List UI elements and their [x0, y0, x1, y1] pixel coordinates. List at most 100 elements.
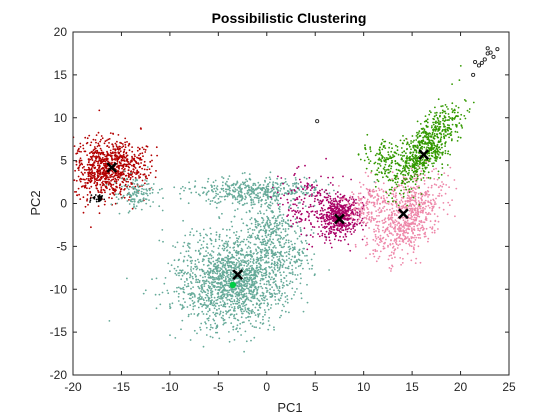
- data-point: [245, 279, 248, 281]
- data-point: [275, 226, 278, 229]
- data-point: [138, 175, 140, 177]
- data-point: [281, 238, 284, 240]
- data-point: [376, 203, 379, 205]
- data-point: [247, 262, 250, 265]
- data-point: [408, 195, 410, 198]
- data-point: [403, 203, 406, 206]
- data-point: [184, 271, 186, 274]
- data-point: [255, 267, 258, 270]
- data-point: [229, 236, 231, 239]
- data-point: [222, 270, 225, 273]
- data-point: [287, 223, 290, 226]
- data-point: [261, 277, 264, 280]
- data-point: [220, 304, 223, 306]
- data-point: [338, 210, 341, 212]
- data-point: [296, 196, 298, 199]
- data-point: [214, 190, 217, 193]
- data-point: [271, 228, 274, 231]
- data-point: [218, 238, 221, 241]
- data-point: [244, 330, 247, 333]
- data-point: [410, 237, 413, 240]
- data-point: [310, 184, 313, 187]
- data-point: [285, 280, 288, 282]
- data-point: [84, 136, 87, 139]
- data-point: [114, 159, 117, 161]
- data-point: [96, 181, 98, 184]
- data-point: [233, 215, 236, 218]
- data-point: [290, 199, 292, 202]
- data-point: [369, 253, 371, 256]
- data-point: [206, 243, 209, 246]
- data-point: [407, 197, 409, 199]
- data-point: [301, 192, 304, 195]
- data-point: [316, 198, 319, 201]
- data-point: [336, 205, 339, 208]
- data-point: [232, 182, 235, 185]
- data-point: [187, 246, 190, 248]
- data-point: [407, 222, 410, 225]
- data-point: [336, 202, 339, 205]
- data-point: [327, 200, 330, 203]
- data-point: [292, 203, 295, 206]
- data-point: [124, 146, 127, 149]
- data-point: [364, 171, 367, 174]
- data-point: [213, 296, 216, 299]
- data-point: [255, 258, 258, 261]
- data-point: [181, 185, 184, 188]
- data-point: [122, 154, 125, 156]
- data-point: [297, 206, 299, 209]
- data-point: [111, 197, 113, 200]
- data-point: [202, 255, 205, 258]
- data-point: [114, 148, 116, 151]
- data-point: [197, 258, 199, 261]
- data-point: [178, 274, 180, 277]
- data-point: [411, 221, 414, 224]
- data-point: [282, 219, 285, 221]
- data-point: [373, 190, 376, 193]
- data-point: [97, 154, 100, 156]
- data-point: [82, 174, 85, 176]
- data-point: [240, 303, 243, 305]
- data-point: [277, 238, 280, 240]
- data-point: [427, 190, 430, 193]
- data-point: [264, 193, 267, 196]
- data-point: [276, 251, 279, 254]
- data-point: [212, 251, 215, 253]
- data-point: [295, 278, 298, 280]
- data-point: [247, 287, 250, 290]
- data-point: [265, 199, 267, 202]
- data-point: [421, 224, 424, 227]
- data-point: [234, 287, 237, 290]
- data-point: [135, 173, 138, 176]
- data-point: [429, 226, 432, 229]
- data-point: [302, 252, 305, 255]
- data-point: [100, 135, 103, 137]
- data-point: [82, 211, 85, 214]
- data-point: [419, 205, 422, 208]
- data-point: [134, 207, 137, 210]
- data-point: [362, 183, 365, 186]
- data-point: [234, 197, 237, 199]
- data-point: [219, 195, 221, 198]
- data-point: [260, 203, 263, 206]
- data-point: [339, 200, 341, 202]
- data-point: [339, 197, 341, 199]
- data-point: [245, 211, 248, 214]
- data-point: [297, 187, 299, 190]
- data-point: [410, 214, 413, 217]
- data-point: [87, 171, 89, 174]
- data-point: [318, 203, 321, 206]
- data-point: [202, 236, 205, 239]
- data-point: [240, 229, 243, 232]
- data-point: [264, 254, 267, 256]
- data-point: [117, 134, 120, 136]
- data-point: [131, 160, 133, 163]
- data-point: [453, 179, 456, 181]
- data-point: [135, 162, 138, 165]
- data-point: [369, 193, 371, 195]
- data-point: [266, 205, 269, 208]
- data-point: [352, 212, 354, 214]
- data-point: [272, 271, 275, 274]
- data-point: [198, 249, 200, 252]
- data-point: [235, 263, 238, 266]
